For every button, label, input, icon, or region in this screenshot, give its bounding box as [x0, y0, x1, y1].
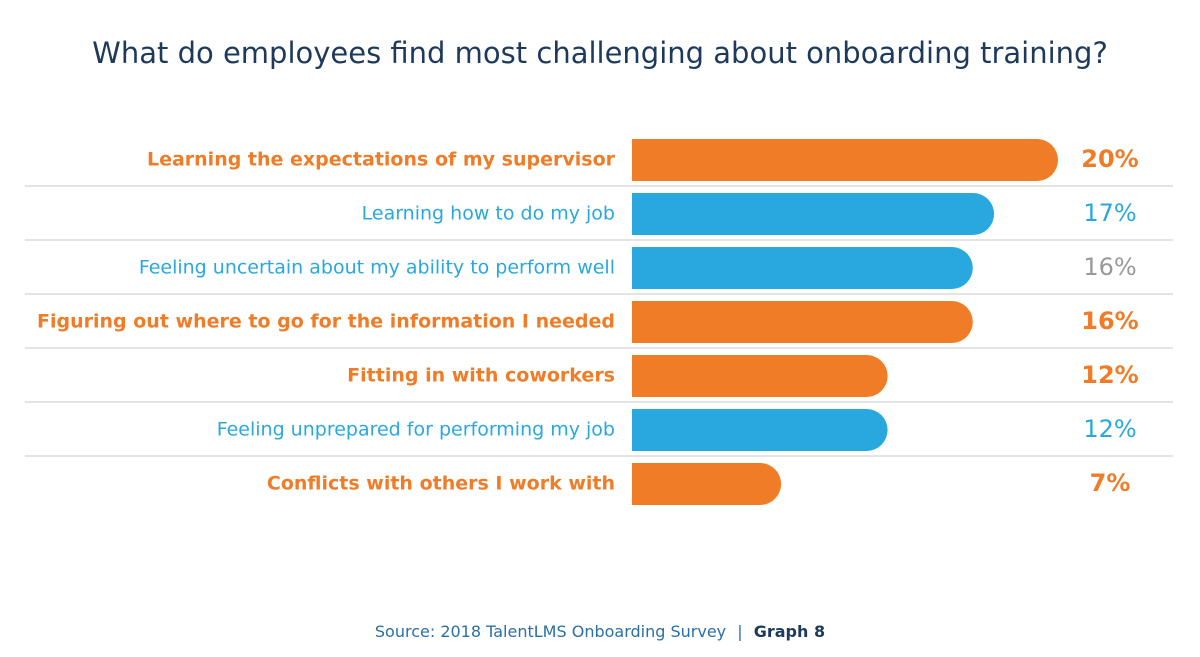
- bar: [632, 301, 973, 343]
- footer: Source: 2018 TalentLMS Onboarding Survey…: [375, 622, 825, 641]
- value-label: 7%: [1090, 469, 1131, 497]
- category-label: Conflicts with others I work with: [267, 473, 615, 495]
- source: Source: 2018 TalentLMS Onboarding Survey: [375, 622, 726, 641]
- category-label: Learning how to do my job: [362, 203, 615, 225]
- value-label: 17%: [1083, 199, 1136, 227]
- value-label: 12%: [1083, 415, 1136, 443]
- separator: |: [737, 622, 742, 641]
- chart-title: What do employees find most challenging …: [92, 36, 1108, 70]
- value-label: 20%: [1081, 145, 1138, 173]
- category-label: Feeling unprepared for performing my job: [217, 419, 615, 441]
- bar: [632, 139, 1058, 181]
- bar: [632, 193, 995, 235]
- value-label: 16%: [1081, 307, 1138, 335]
- value-label: 16%: [1083, 253, 1136, 281]
- bar: [632, 463, 782, 505]
- graph-label: Graph 8: [754, 622, 825, 641]
- bar: [632, 409, 888, 451]
- bar: [632, 247, 973, 289]
- category-label: Fitting in with coworkers: [347, 365, 615, 387]
- category-label: Feeling uncertain about my ability to pe…: [139, 257, 615, 279]
- value-label: 12%: [1081, 361, 1138, 389]
- category-label: Figuring out where to go for the informa…: [37, 311, 615, 333]
- bar: [632, 355, 888, 397]
- category-label: Learning the expectations of my supervis…: [147, 149, 616, 171]
